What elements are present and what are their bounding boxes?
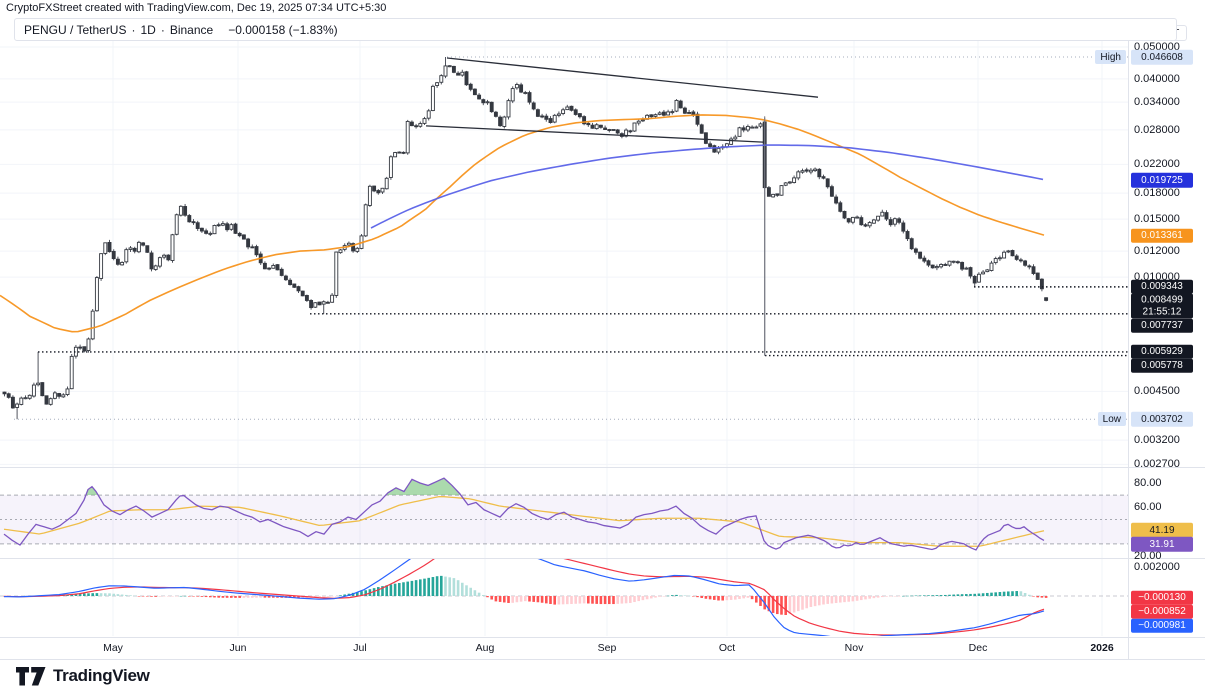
range-marker-label: Low xyxy=(1097,412,1126,427)
legend-separator: · xyxy=(131,22,136,37)
ma-fast-line xyxy=(0,114,1045,333)
rsi-tick: 60.00 xyxy=(1134,501,1162,514)
change-value: −0.000158 (−1.83%) xyxy=(228,22,338,37)
rsi-line xyxy=(3,477,1045,551)
trendline xyxy=(425,125,765,143)
exchange-label: Binance xyxy=(169,22,214,37)
price-tick: 0.002700 xyxy=(1134,458,1180,471)
ma-slow-line xyxy=(370,144,1044,229)
price-tick: 0.012000 xyxy=(1134,245,1180,258)
month-label: Sep xyxy=(597,642,617,654)
price-tick: 0.028000 xyxy=(1134,123,1180,136)
month-label: Oct xyxy=(718,642,736,654)
axis-badge: 41.19 xyxy=(1131,522,1193,538)
month-label: May xyxy=(103,642,123,654)
month-label: Jun xyxy=(229,642,247,654)
month-label: Dec xyxy=(968,642,988,654)
macd-pane xyxy=(0,559,1128,636)
candles xyxy=(2,57,1049,420)
rsi-tick: 80.00 xyxy=(1134,477,1162,489)
price-tick: 0.004500 xyxy=(1134,385,1180,398)
axis-badge: −0.000981 xyxy=(1131,618,1193,634)
tradingview-logo-icon xyxy=(16,666,46,685)
price-tick: 0.018000 xyxy=(1134,187,1180,200)
month-label: Aug xyxy=(475,642,495,654)
rsi-ma-line xyxy=(3,495,1045,547)
range-marker-label: High xyxy=(1095,50,1126,65)
axis-badge: 0.005778 xyxy=(1131,358,1193,374)
price-tick: 0.034000 xyxy=(1134,96,1180,109)
legend-separator: · xyxy=(160,22,165,37)
month-label: 2026 xyxy=(1090,642,1114,654)
chart-legend: PENGU / TetherUS · 1D · Binance −0.00015… xyxy=(14,18,1177,41)
rsi-overbought-fill xyxy=(85,478,461,495)
macd-tick: 0.002000 xyxy=(1134,560,1180,573)
rsi-tick: 20.00 xyxy=(1134,550,1162,562)
interval-label[interactable]: 1D xyxy=(140,22,156,37)
tradingview-logo-text: TradingView xyxy=(53,666,150,685)
price-tick: 0.003200 xyxy=(1134,434,1180,447)
axis-badge: 0.019725 xyxy=(1131,172,1193,188)
month-label: Jul xyxy=(353,642,367,654)
attribution-text: CryptoFXStreet created with TradingView.… xyxy=(6,2,387,14)
chart-canvas[interactable] xyxy=(0,0,1205,660)
axis-badge: 0.046608 xyxy=(1131,49,1193,65)
rsi-pane xyxy=(0,477,1128,551)
axis-badge: 0.008499 21:55:12 xyxy=(1131,293,1193,319)
axis-badge: −0.000130 xyxy=(1131,590,1193,606)
price-tick: 0.022000 xyxy=(1134,158,1180,171)
symbol-title[interactable]: PENGU / TetherUS xyxy=(24,22,127,37)
axis-badge: 31.91 xyxy=(1131,536,1193,552)
axis-badge: 0.005929 xyxy=(1131,344,1193,360)
price-tick: 0.015000 xyxy=(1134,213,1180,226)
tradingview-logo[interactable]: TradingView xyxy=(16,666,150,686)
axis-badge: −0.000852 xyxy=(1131,604,1193,620)
axis-badge: 0.003702 xyxy=(1131,412,1193,427)
gridlines xyxy=(0,19,1128,636)
price-tick: 0.040000 xyxy=(1134,72,1180,85)
month-label: Nov xyxy=(844,642,864,654)
axis-badge: 0.013361 xyxy=(1131,228,1193,243)
price-pane xyxy=(0,56,1128,420)
axis-badge: 0.007737 xyxy=(1131,318,1193,334)
trendline xyxy=(446,57,819,98)
axis-badge: 0.009343 xyxy=(1131,279,1193,295)
macd-line xyxy=(3,559,1045,636)
